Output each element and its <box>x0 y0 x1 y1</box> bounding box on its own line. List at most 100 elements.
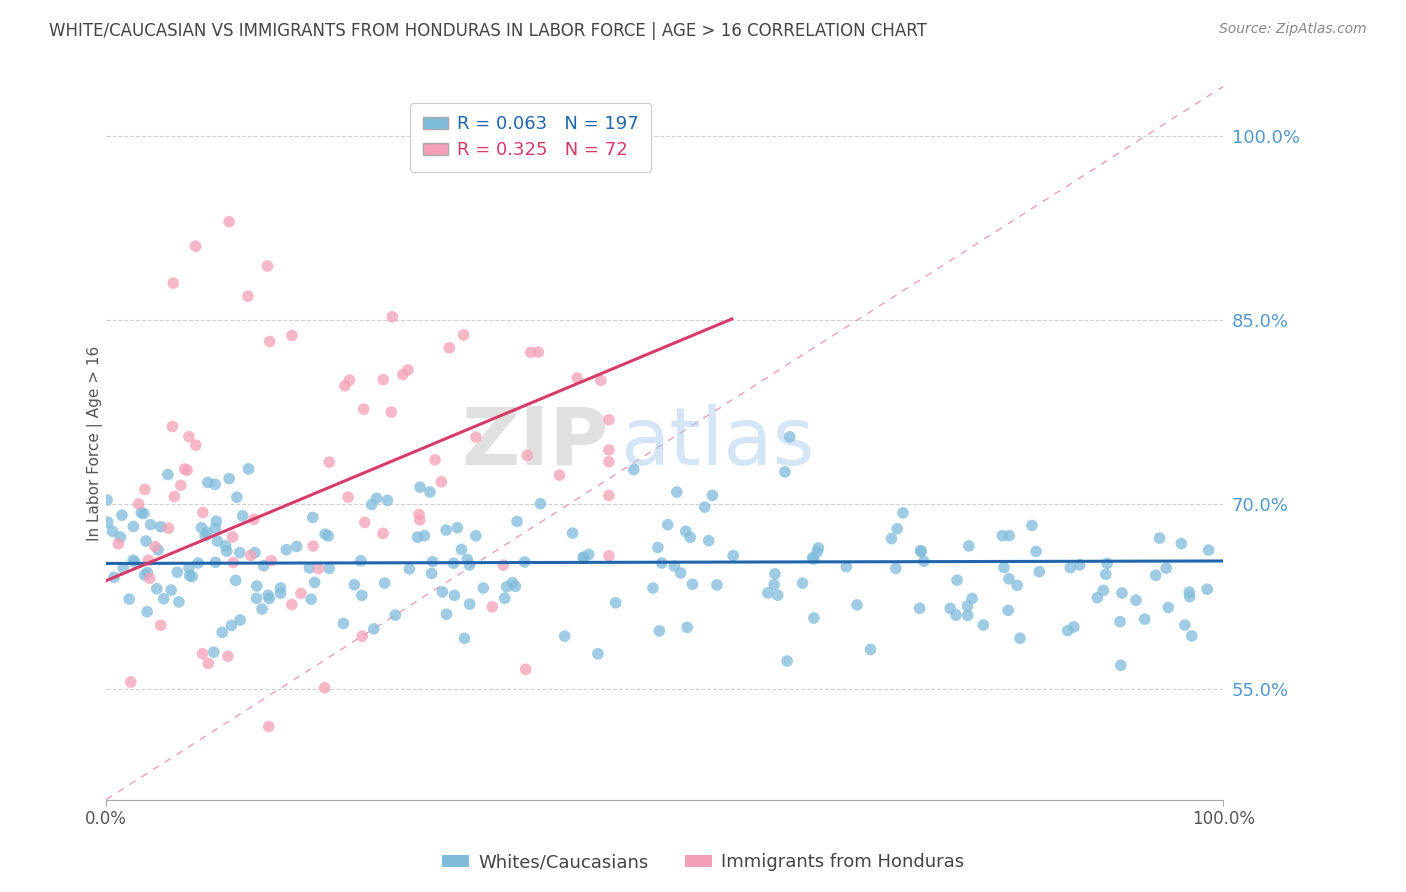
Point <box>458 558 481 572</box>
Point <box>495 580 517 594</box>
Point <box>991 529 1014 543</box>
Point <box>456 552 478 566</box>
Point <box>910 545 932 559</box>
Point <box>756 586 779 600</box>
Point <box>598 455 620 469</box>
Point <box>250 602 273 616</box>
Point <box>120 675 142 690</box>
Point <box>302 539 325 553</box>
Point <box>1025 544 1047 558</box>
Point <box>1174 618 1197 632</box>
Point <box>998 528 1021 542</box>
Point <box>586 647 609 661</box>
Point <box>308 561 330 575</box>
Point <box>253 558 276 573</box>
Point <box>803 611 825 625</box>
Point <box>419 484 441 499</box>
Point <box>179 568 201 582</box>
Point <box>1056 624 1078 638</box>
Point <box>318 455 340 469</box>
Point <box>436 607 458 622</box>
Point <box>406 530 429 544</box>
Point <box>143 540 166 554</box>
Point <box>472 581 495 595</box>
Point <box>229 613 252 627</box>
Point <box>112 561 135 575</box>
Point <box>572 550 595 565</box>
Point <box>408 508 430 522</box>
Point <box>1069 558 1091 572</box>
Point <box>846 598 869 612</box>
Point <box>256 259 278 273</box>
Point <box>420 566 443 581</box>
Point <box>314 681 336 695</box>
Point <box>548 468 571 483</box>
Point <box>122 553 145 567</box>
Point <box>363 622 385 636</box>
Point <box>939 601 962 615</box>
Point <box>413 528 436 542</box>
Point <box>131 506 153 520</box>
Point <box>374 576 396 591</box>
Point <box>396 363 419 377</box>
Point <box>434 523 457 537</box>
Legend: R = 0.063   N = 197, R = 0.325   N = 72: R = 0.063 N = 197, R = 0.325 N = 72 <box>411 103 651 172</box>
Point <box>598 488 620 502</box>
Point <box>598 413 620 427</box>
Point <box>565 371 588 385</box>
Point <box>1197 582 1219 597</box>
Point <box>835 559 858 574</box>
Point <box>225 574 247 588</box>
Point <box>561 526 583 541</box>
Point <box>446 521 468 535</box>
Point <box>1149 531 1171 545</box>
Point <box>103 570 125 584</box>
Point <box>997 603 1019 617</box>
Point <box>245 591 267 606</box>
Point <box>101 524 124 539</box>
Point <box>162 276 184 290</box>
Point <box>481 599 503 614</box>
Point <box>299 592 322 607</box>
Point <box>766 588 789 602</box>
Point <box>156 467 179 482</box>
Point <box>453 327 475 342</box>
Point <box>641 581 664 595</box>
Point <box>257 588 280 602</box>
Point <box>1085 591 1108 605</box>
Point <box>332 616 354 631</box>
Point <box>176 463 198 477</box>
Y-axis label: In Labor Force | Age > 16: In Labor Force | Age > 16 <box>87 345 103 541</box>
Point <box>195 525 218 540</box>
Point <box>96 492 118 507</box>
Point <box>225 490 247 504</box>
Point <box>269 586 291 600</box>
Point <box>801 550 824 565</box>
Point <box>409 480 432 494</box>
Point <box>1059 560 1081 574</box>
Point <box>304 575 326 590</box>
Point <box>1109 658 1132 673</box>
Point <box>139 571 162 585</box>
Point <box>214 539 236 553</box>
Point <box>776 654 799 668</box>
Point <box>623 462 645 476</box>
Point <box>352 629 374 643</box>
Point <box>204 477 226 491</box>
Point <box>453 632 475 646</box>
Point <box>1008 632 1031 646</box>
Point <box>276 542 298 557</box>
Point <box>803 552 825 566</box>
Point <box>343 578 366 592</box>
Point <box>333 379 356 393</box>
Point <box>1154 561 1177 575</box>
Point <box>207 534 229 549</box>
Point <box>204 555 226 569</box>
Point <box>432 585 454 599</box>
Point <box>529 497 551 511</box>
Point <box>605 596 627 610</box>
Point <box>513 555 536 569</box>
Point <box>236 289 259 303</box>
Point <box>211 625 233 640</box>
Point <box>339 373 361 387</box>
